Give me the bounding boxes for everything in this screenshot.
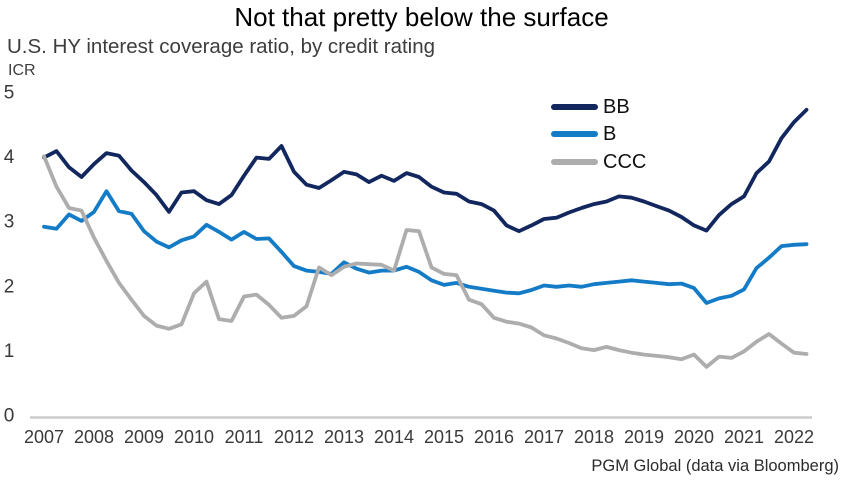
y-axis-unit-label: ICR — [8, 62, 36, 79]
x-tick-label-2009: 2009 — [124, 427, 164, 447]
y-tick-label-1: 1 — [4, 341, 15, 362]
x-tick-label-2016: 2016 — [474, 427, 514, 447]
y-tick-label-0: 0 — [4, 406, 15, 427]
legend-swatch-b-line — [551, 131, 598, 138]
x-tick-label-2019: 2019 — [624, 427, 664, 447]
y-tick-label-2: 2 — [4, 276, 15, 297]
legend-label-b: B — [603, 123, 617, 146]
x-tick-label-2011: 2011 — [225, 427, 264, 447]
legend-swatch-bb-line — [551, 103, 598, 110]
legend-label-bb: BB — [603, 95, 630, 118]
chart-title: Not that pretty below the surface — [234, 2, 609, 32]
y-tick-label-3: 3 — [4, 212, 15, 233]
legend: BB B CCC — [551, 93, 646, 176]
x-tick-label-2021: 2021 — [724, 427, 764, 447]
x-tick-label-2007: 2007 — [24, 427, 64, 447]
legend-row-bb: BB — [551, 93, 646, 121]
x-tick-label-2017: 2017 — [524, 427, 564, 447]
y-tick-label-4: 4 — [4, 147, 15, 168]
source-attribution: PGM Global (data via Bloomberg) — [591, 457, 839, 475]
series-line-b — [42, 189, 809, 305]
x-tick-label-2020: 2020 — [674, 427, 714, 447]
x-tick-label-2012: 2012 — [274, 427, 314, 447]
x-tick-label-2022: 2022 — [774, 427, 814, 447]
series-line-bb — [42, 107, 809, 234]
x-tick-label-2018: 2018 — [574, 427, 614, 447]
x-tick-label-2013: 2013 — [324, 427, 364, 447]
legend-swatch-ccc-line — [551, 158, 598, 165]
x-tick-label-2014: 2014 — [374, 427, 414, 447]
x-tick-label-2015: 2015 — [424, 427, 464, 447]
legend-row-b: B — [551, 121, 646, 149]
series-line-ccc — [42, 154, 809, 369]
y-tick-label-5: 5 — [4, 83, 15, 104]
x-tick-label-2008: 2008 — [74, 427, 114, 447]
legend-row-ccc: CCC — [551, 148, 646, 176]
x-tick-label-2010: 2010 — [174, 427, 214, 447]
legend-label-ccc: CCC — [603, 150, 647, 173]
chart-subtitle: U.S. HY interest coverage ratio, by cred… — [7, 35, 436, 58]
